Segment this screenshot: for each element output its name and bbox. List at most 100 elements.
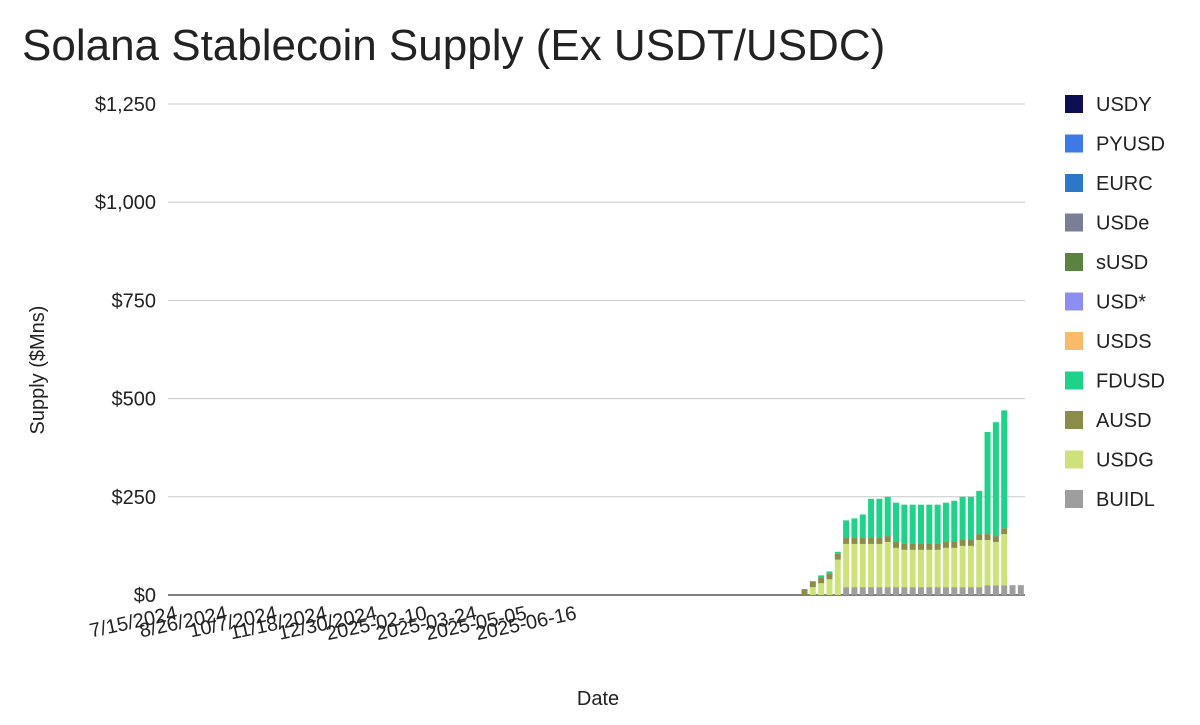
- bar-segment: [884, 496, 891, 537]
- bar-segment: [934, 549, 941, 588]
- bar-segment: [909, 549, 916, 588]
- bar-segment: [876, 498, 883, 539]
- bar-segment: [859, 538, 866, 544]
- bar-segment: [1001, 410, 1008, 529]
- legend-item: USDS: [1065, 331, 1152, 353]
- bar-segment: [942, 587, 949, 595]
- bar-segment: [868, 587, 875, 595]
- series-buidl: [843, 585, 1024, 595]
- bar-segment: [1009, 585, 1016, 595]
- bar-segment: [893, 502, 900, 542]
- bar-segment: [876, 587, 883, 595]
- bar-segment: [851, 587, 858, 595]
- bar-segment: [843, 538, 850, 544]
- bar-segment: [992, 422, 999, 537]
- legend-label: USDS: [1096, 331, 1152, 353]
- legend-item: EURC: [1065, 173, 1153, 195]
- legend-item: sUSD: [1065, 252, 1148, 274]
- bar-segment: [884, 587, 891, 595]
- bar-segment: [893, 587, 900, 595]
- bar-segment: [1017, 585, 1024, 595]
- bar-segment: [984, 534, 991, 541]
- legend-item: USD*: [1065, 292, 1146, 314]
- bar-segment: [851, 538, 858, 544]
- legend-item: PYUSD: [1065, 134, 1165, 156]
- legend-label: AUSD: [1096, 410, 1152, 432]
- bar-segment: [851, 518, 858, 539]
- bar-segment: [876, 543, 883, 588]
- bar-segment: [859, 543, 866, 588]
- bar-segment: [884, 541, 891, 588]
- bar-segment: [926, 549, 933, 588]
- series-ausd: [801, 528, 1008, 595]
- y-tick-label: $750: [112, 290, 157, 312]
- bar-segment: [926, 543, 933, 550]
- bar-segment: [967, 540, 974, 546]
- bar-segment: [942, 547, 949, 588]
- legend-label: USDG: [1096, 450, 1154, 472]
- y-tick-label: $1,000: [95, 192, 156, 214]
- series-usdg: [809, 534, 1008, 595]
- bar-segment: [976, 540, 983, 588]
- bar-segment: [976, 587, 983, 595]
- legend-swatch: [1065, 411, 1083, 429]
- legend: USDY PYUSD EURC USDe sUSD USD* USDS FDUSD AUSD US…: [1065, 94, 1165, 511]
- bar-segment: [1001, 534, 1008, 586]
- legend-swatch: [1065, 332, 1083, 350]
- bar-segment: [918, 543, 924, 550]
- y-axis-ticks: $0 $250 $500 $750 $1,000 $1,250: [95, 94, 156, 607]
- legend-swatch: [1065, 371, 1083, 390]
- bar-segment: [984, 431, 991, 535]
- bar-segment: [893, 547, 900, 588]
- legend-label: sUSD: [1096, 252, 1148, 274]
- bar-segment: [967, 545, 974, 588]
- y-axis-title: Supply ($Mns): [27, 306, 49, 435]
- bar-segment: [818, 575, 825, 578]
- bar-segment: [959, 540, 966, 546]
- bar-segment: [959, 587, 966, 595]
- legend-swatch: [1065, 95, 1083, 113]
- bar-segment: [951, 500, 958, 542]
- bar-segment: [859, 514, 866, 539]
- y-tick-label: $0: [134, 585, 156, 607]
- legend-item: USDG: [1065, 450, 1154, 472]
- legend-item: USDY: [1065, 94, 1152, 116]
- bar-segment: [834, 551, 841, 554]
- legend-item: USDe: [1065, 213, 1149, 235]
- bar-segment: [959, 545, 966, 588]
- bar-segment: [909, 587, 916, 595]
- legend-label: EURC: [1096, 173, 1153, 195]
- legend-label: BUIDL: [1096, 489, 1155, 511]
- bar-segment: [967, 587, 974, 595]
- bar-segment: [801, 589, 808, 595]
- bar-segment: [909, 504, 916, 544]
- legend-label: USDY: [1096, 94, 1152, 116]
- bar-segment: [934, 587, 941, 595]
- bar-segment: [843, 520, 850, 539]
- bar-segment: [976, 490, 983, 535]
- bar-segment: [918, 587, 924, 595]
- bar-segment: [934, 543, 941, 550]
- bar-segment: [942, 502, 949, 542]
- bar-segment: [868, 538, 875, 544]
- bar-segment: [976, 534, 983, 541]
- bar-segment: [1001, 528, 1008, 535]
- bar-segment: [918, 549, 924, 588]
- bar-segment: [818, 583, 825, 595]
- y-tick-label: $250: [112, 487, 157, 509]
- bar-segment: [926, 504, 933, 544]
- bar-segment: [959, 496, 966, 541]
- bar-segment: [934, 504, 941, 544]
- chart-title: Solana Stablecoin Supply (Ex USDT/USDC): [22, 21, 885, 70]
- bar-segment: [884, 536, 891, 542]
- legend-label: FDUSD: [1096, 371, 1165, 393]
- bar-segment: [809, 587, 816, 595]
- legend-swatch: [1065, 292, 1083, 311]
- y-tick-label: $1,250: [95, 94, 156, 116]
- legend-item: BUIDL: [1065, 489, 1155, 511]
- bar-segment: [926, 587, 933, 595]
- bar-segment: [951, 541, 958, 548]
- x-axis-title: Date: [577, 688, 619, 710]
- legend-swatch: [1065, 450, 1083, 469]
- legend-swatch: [1065, 253, 1083, 271]
